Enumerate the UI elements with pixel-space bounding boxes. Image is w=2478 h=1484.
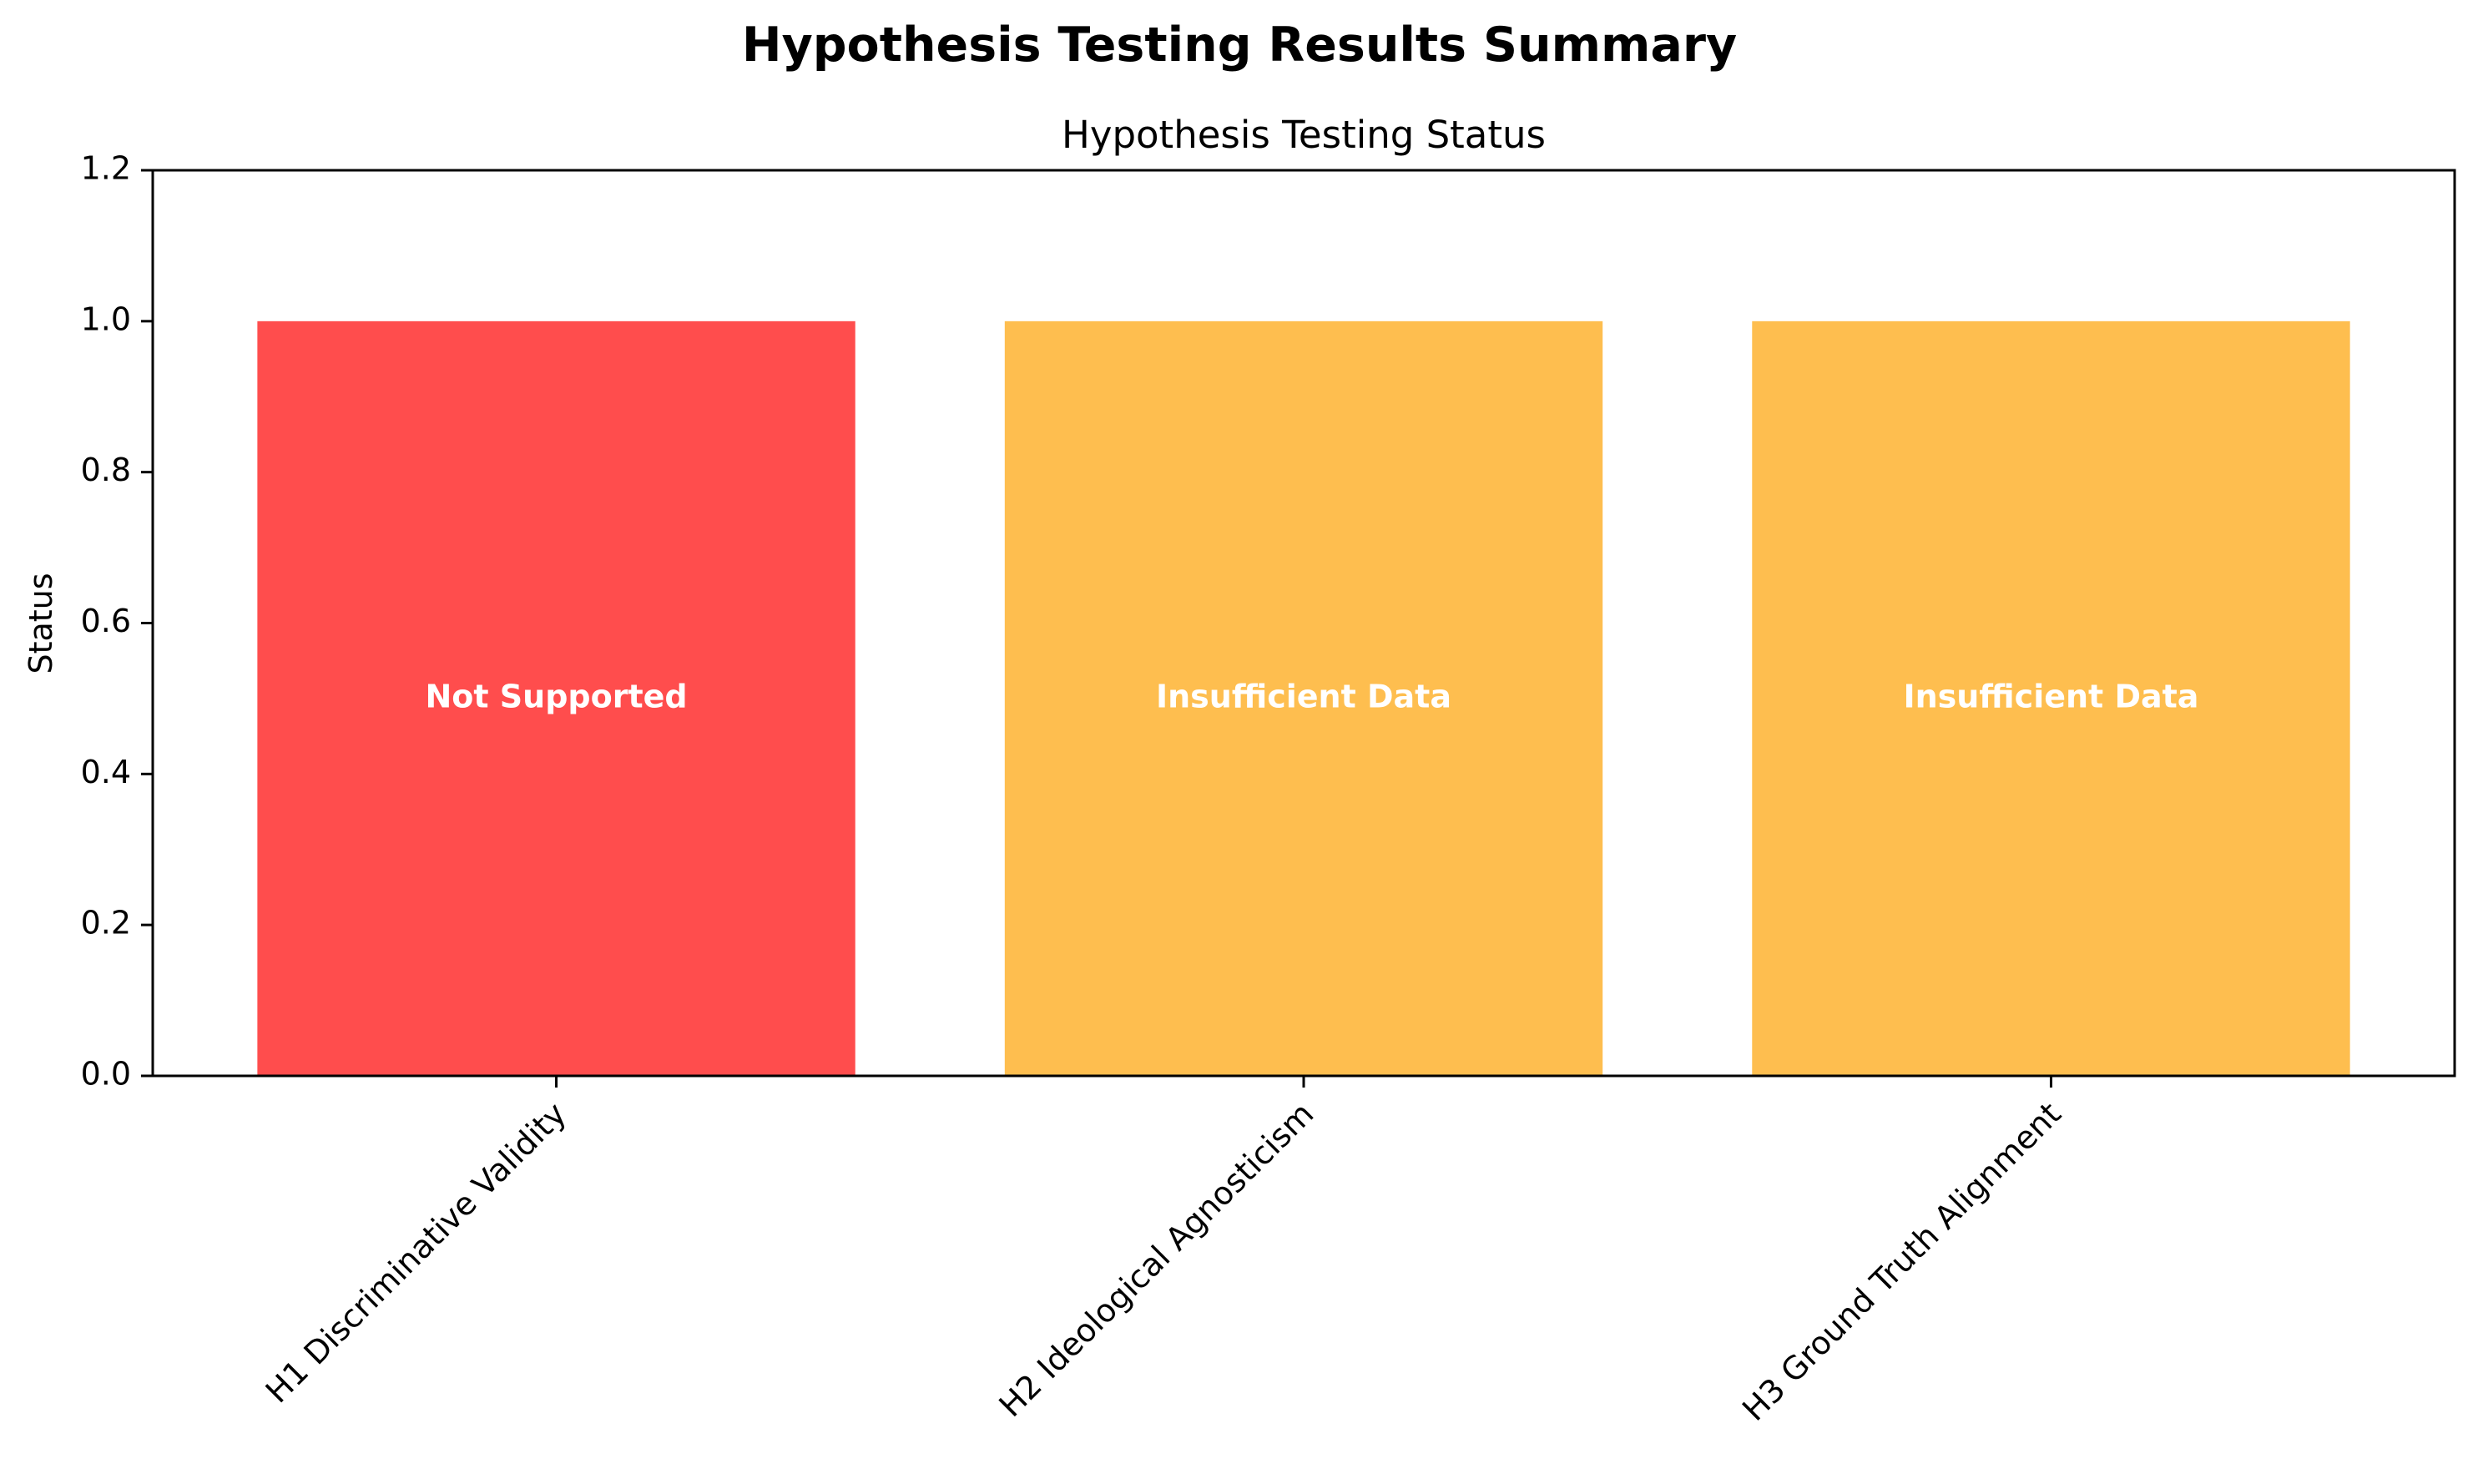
- bar-2: [1004, 321, 1603, 1076]
- x-axis-ticks: H1 Discriminative Validity H2 Ideological…: [259, 1076, 2068, 1428]
- x-tick-label-1: H1 Discriminative Validity: [259, 1095, 573, 1410]
- x-tick-label-3: H3 Ground Truth Alignment: [1735, 1095, 2068, 1428]
- y-axis-ticks: 0.0 0.2 0.4 0.6 0.8 1.0 1.2: [81, 150, 153, 1093]
- y-tick-label-3: 0.4: [81, 754, 131, 790]
- bars-layer: [257, 321, 2350, 1076]
- bar-label-1: Not Supported: [425, 678, 687, 714]
- y-tick-label-7: 1.2: [81, 150, 131, 187]
- y-tick-label-5: 0.8: [81, 452, 131, 488]
- bar-3: [1752, 321, 2350, 1076]
- y-tick-label-2: 0.2: [81, 905, 131, 941]
- bar-label-2: Insufficient Data: [1156, 678, 1451, 714]
- bar-1: [257, 321, 855, 1076]
- axes-title: Hypothesis Testing Status: [1062, 113, 1546, 157]
- bar-labels-layer: Not Supported Insufficient Data Insufficie…: [425, 678, 2198, 714]
- y-axis-label: Status: [23, 573, 59, 674]
- y-tick-label-4: 0.6: [81, 603, 131, 639]
- x-tick-label-2: H2 Ideological Agnosticism: [992, 1095, 1320, 1424]
- y-tick-label-6: 1.0: [81, 300, 131, 337]
- figure-title: Hypothesis Testing Results Summary: [742, 18, 1737, 73]
- bar-label-3: Insufficient Data: [1903, 678, 2198, 714]
- y-tick-label-1: 0.0: [81, 1056, 131, 1093]
